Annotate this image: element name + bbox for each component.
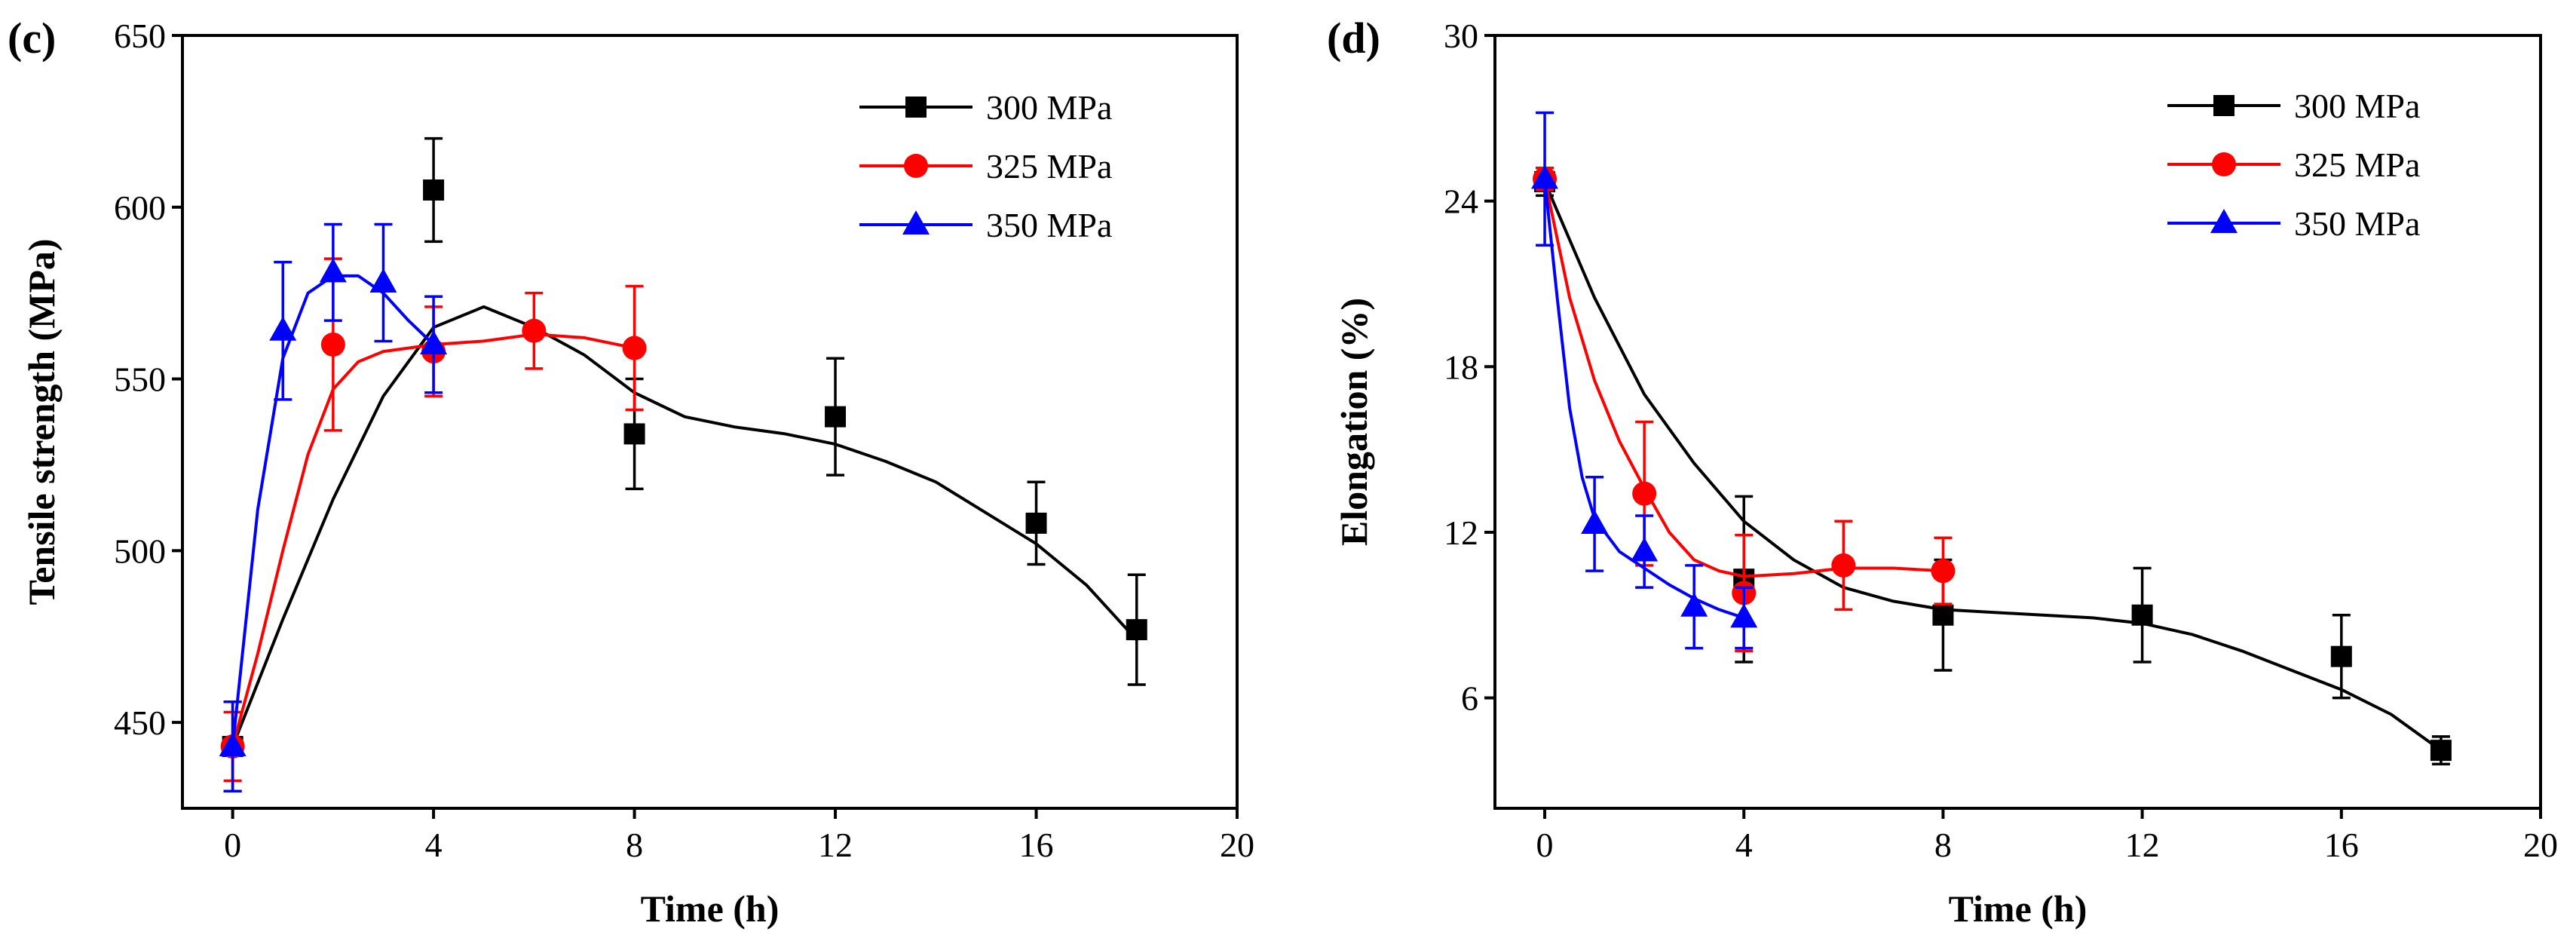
y-tick-label: 450 — [114, 703, 166, 742]
data-point — [1680, 592, 1708, 617]
panel-label: (c) — [8, 14, 56, 63]
x-tick-label: 8 — [626, 826, 643, 864]
data-point — [269, 316, 297, 341]
y-tick-label: 500 — [114, 532, 166, 570]
panel-d: 0 4 8 12 16 20 6 12 18 24 30 Time (h) Elongation (%)… — [1327, 14, 2558, 930]
legend-label: 350 MPa — [2294, 204, 2420, 243]
series-line-350-mpa — [1543, 179, 1744, 620]
data-point — [319, 258, 347, 283]
data-point — [1932, 604, 1954, 626]
x-tick-label: 20 — [2523, 826, 2558, 864]
data-point — [369, 268, 397, 293]
x-tick-label: 4 — [425, 826, 443, 864]
data-point — [1531, 164, 1559, 189]
legend-marker — [2213, 95, 2234, 116]
data-point — [622, 336, 647, 360]
x-tick-label: 0 — [224, 826, 241, 864]
data-point — [1632, 481, 1657, 506]
x-tick-label: 12 — [818, 826, 853, 864]
y-tick-label: 600 — [114, 189, 166, 227]
y-tick-label: 12 — [1444, 513, 1478, 552]
legend-label: 300 MPa — [2294, 87, 2420, 125]
x-axis-title: Time (h) — [641, 887, 780, 930]
data-point — [2131, 604, 2153, 626]
legend-marker — [905, 97, 927, 118]
y-axis-title: Tensile strength (MPa) — [20, 238, 63, 605]
legend: 300 MPa 325 MPa 350 MPa — [859, 88, 1112, 244]
x-tick-label: 20 — [1220, 826, 1254, 864]
x-tick-label: 16 — [2324, 826, 2359, 864]
data-point — [2430, 740, 2452, 762]
series-line-300-mpa — [231, 305, 1138, 747]
data-point — [1730, 603, 1758, 628]
panel-c-axes-frame — [181, 34, 1239, 810]
legend: 300 MPa 325 MPa 350 MPa — [2167, 87, 2420, 243]
x-tick-label: 8 — [1934, 826, 1952, 864]
data-point — [1931, 559, 1956, 584]
data-point — [2330, 645, 2352, 667]
y-tick-label: 650 — [114, 17, 166, 55]
x-tick-label: 16 — [1019, 826, 1054, 864]
data-point — [1126, 619, 1147, 641]
data-point — [219, 732, 247, 756]
legend-label: 300 MPa — [986, 88, 1112, 127]
series-325-mpa — [1533, 166, 1956, 653]
legend-label: 325 MPa — [2294, 146, 2420, 184]
legend-marker — [904, 154, 928, 178]
y-tick-label: 550 — [114, 360, 166, 399]
data-point — [423, 179, 445, 201]
data-point — [320, 333, 345, 357]
panel-d-axes-frame — [1493, 34, 2542, 810]
series-350-mpa — [219, 222, 448, 792]
x-tick-label: 4 — [1735, 826, 1753, 864]
x-tick-label: 0 — [1536, 826, 1554, 864]
data-point — [825, 406, 847, 428]
y-axis-title: Elongation (%) — [1333, 298, 1375, 546]
series-line-300-mpa — [1543, 181, 2443, 752]
data-point — [1025, 512, 1047, 534]
y-tick-label: 30 — [1444, 17, 1478, 55]
series-350-mpa — [1531, 111, 1758, 650]
data-point — [522, 318, 547, 343]
y-tick-label: 18 — [1444, 348, 1478, 386]
y-tick-label: 6 — [1461, 679, 1478, 718]
legend-marker — [2212, 152, 2236, 176]
legend-label: 325 MPa — [986, 147, 1112, 185]
legend-marker — [2210, 209, 2238, 233]
series-300-mpa — [1534, 166, 2452, 766]
x-axis-title: Time (h) — [1949, 887, 2087, 930]
y-tick-label: 24 — [1444, 182, 1478, 221]
data-point — [1831, 553, 1856, 578]
data-point — [1581, 509, 1609, 534]
data-point — [420, 330, 448, 354]
panel-c: 0 4 8 12 16 20 450 500 550 600 650 Time (h) Tensile … — [8, 14, 1254, 930]
legend-label: 350 MPa — [986, 206, 1112, 244]
data-point — [623, 423, 645, 445]
panel-label: (d) — [1327, 14, 1380, 63]
x-tick-label: 12 — [2125, 826, 2160, 864]
data-point — [1631, 537, 1659, 562]
legend-marker — [902, 210, 930, 234]
